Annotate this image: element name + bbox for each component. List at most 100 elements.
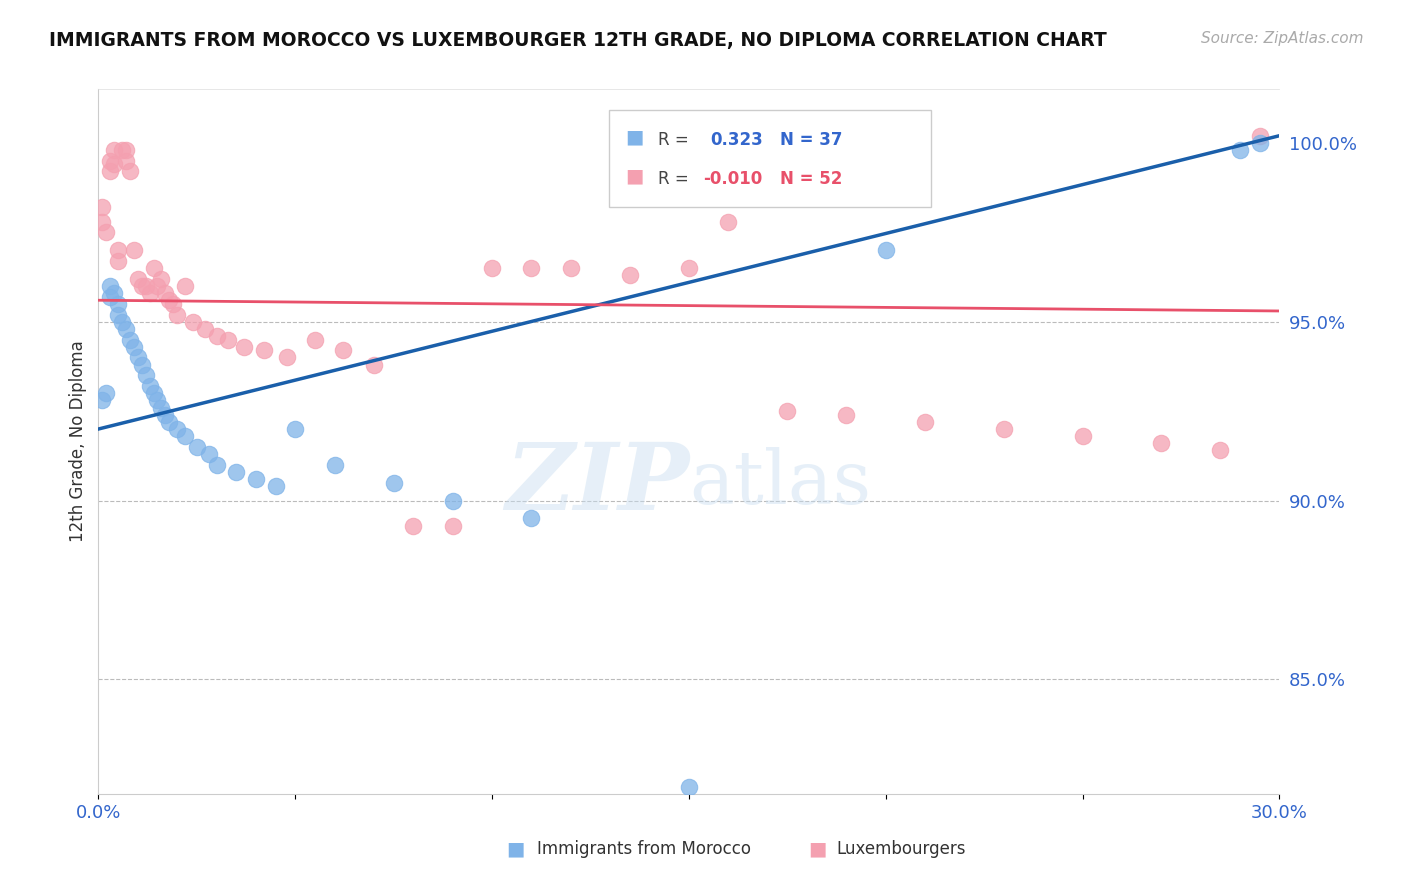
Point <box>678 261 700 276</box>
Point <box>225 465 247 479</box>
Point <box>1229 143 1251 157</box>
Point <box>98 279 121 293</box>
Point <box>233 340 256 354</box>
Point <box>245 472 267 486</box>
Point <box>276 351 298 365</box>
Point <box>142 261 165 276</box>
Point <box>304 333 326 347</box>
Point <box>155 286 177 301</box>
Text: R =: R = <box>658 170 689 188</box>
Point <box>135 279 157 293</box>
Point <box>717 214 740 228</box>
Point <box>217 333 239 347</box>
Point <box>103 143 125 157</box>
Point <box>91 214 114 228</box>
Point <box>107 308 129 322</box>
Y-axis label: 12th Grade, No Diploma: 12th Grade, No Diploma <box>69 341 87 542</box>
Point <box>194 322 217 336</box>
Point <box>441 518 464 533</box>
Text: N = 52: N = 52 <box>780 170 842 188</box>
Text: ■: ■ <box>626 167 644 186</box>
Text: ■: ■ <box>626 128 644 146</box>
Point <box>1209 443 1232 458</box>
Point <box>162 297 184 311</box>
Point <box>402 518 425 533</box>
Point <box>776 404 799 418</box>
Point <box>382 475 405 490</box>
Point <box>111 315 134 329</box>
Point <box>157 415 180 429</box>
Point <box>520 261 543 276</box>
Point <box>118 164 141 178</box>
Point <box>127 351 149 365</box>
Point <box>264 479 287 493</box>
Point <box>111 143 134 157</box>
Point <box>875 243 897 257</box>
Point <box>150 272 173 286</box>
Text: R =: R = <box>658 131 689 149</box>
Text: ■: ■ <box>506 839 524 858</box>
Point <box>678 780 700 794</box>
Point <box>146 393 169 408</box>
Point <box>481 261 503 276</box>
Point <box>115 153 138 168</box>
Point <box>138 286 160 301</box>
Point <box>107 297 129 311</box>
Point <box>91 200 114 214</box>
Point <box>115 322 138 336</box>
Point <box>98 153 121 168</box>
Point <box>115 143 138 157</box>
Text: Immigrants from Morocco: Immigrants from Morocco <box>537 840 751 858</box>
Point <box>323 458 346 472</box>
Point <box>205 329 228 343</box>
Point <box>205 458 228 472</box>
Point <box>142 386 165 401</box>
Point <box>332 343 354 358</box>
Text: ■: ■ <box>808 839 827 858</box>
Point <box>914 415 936 429</box>
Point <box>131 358 153 372</box>
Point <box>135 368 157 383</box>
Text: 0.323: 0.323 <box>710 131 763 149</box>
Point <box>284 422 307 436</box>
Point <box>835 408 858 422</box>
Point <box>174 429 197 443</box>
Point <box>181 315 204 329</box>
Point <box>619 268 641 283</box>
Point <box>107 243 129 257</box>
Point <box>96 225 118 239</box>
Point <box>138 379 160 393</box>
Point <box>174 279 197 293</box>
Point <box>107 253 129 268</box>
Point <box>91 393 114 408</box>
Point <box>131 279 153 293</box>
Text: -0.010: -0.010 <box>703 170 762 188</box>
Point <box>1150 436 1173 450</box>
Point <box>560 261 582 276</box>
Point <box>118 333 141 347</box>
Point <box>993 422 1015 436</box>
Point <box>1249 128 1271 143</box>
Text: Source: ZipAtlas.com: Source: ZipAtlas.com <box>1201 31 1364 46</box>
Point <box>122 243 145 257</box>
Point <box>96 386 118 401</box>
Point <box>166 308 188 322</box>
Point <box>363 358 385 372</box>
Point <box>197 447 219 461</box>
Point <box>157 293 180 308</box>
Point <box>127 272 149 286</box>
Point <box>1071 429 1094 443</box>
Point <box>520 511 543 525</box>
Point <box>98 164 121 178</box>
Point <box>186 440 208 454</box>
Text: N = 37: N = 37 <box>780 131 842 149</box>
Text: Luxembourgers: Luxembourgers <box>837 840 966 858</box>
Point <box>441 493 464 508</box>
Point <box>166 422 188 436</box>
Point <box>103 286 125 301</box>
Point <box>1249 136 1271 150</box>
Point <box>98 290 121 304</box>
Text: ZIP: ZIP <box>505 439 689 529</box>
Text: IMMIGRANTS FROM MOROCCO VS LUXEMBOURGER 12TH GRADE, NO DIPLOMA CORRELATION CHART: IMMIGRANTS FROM MOROCCO VS LUXEMBOURGER … <box>49 31 1107 50</box>
Point <box>155 408 177 422</box>
